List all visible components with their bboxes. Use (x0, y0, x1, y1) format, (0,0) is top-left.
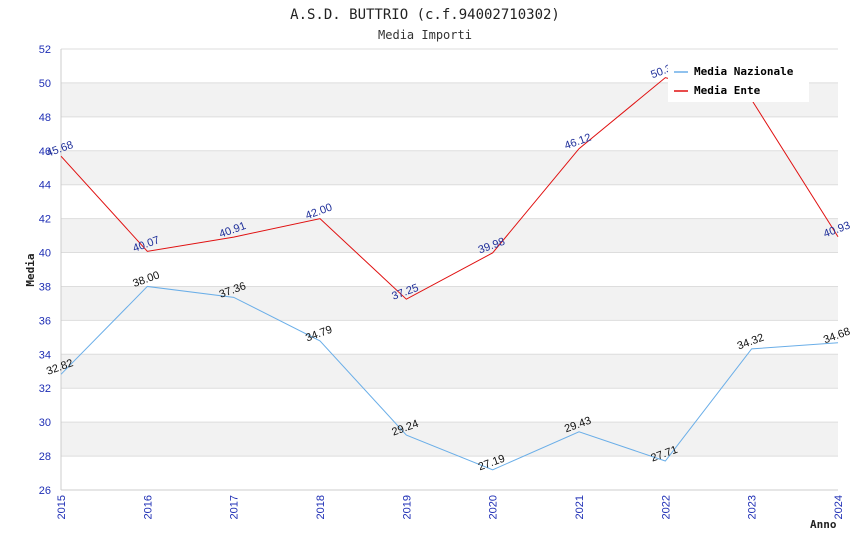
y-tick-label: 26 (39, 485, 51, 497)
grid-band (61, 116, 838, 151)
x-tick-label: 2015 (56, 495, 68, 519)
x-tick-label: 2016 (142, 495, 154, 519)
legend-box (668, 62, 809, 102)
grid-band (61, 218, 838, 253)
chart-subtitle: Media Importi (378, 28, 472, 42)
y-tick-label: 52 (39, 44, 51, 56)
series-line-media-nazionale (60, 285, 839, 471)
y-tick-label: 28 (39, 451, 51, 463)
grid-band (61, 388, 838, 423)
grid-band (61, 252, 838, 287)
grid-band (61, 184, 838, 219)
x-tick-label: 2020 (488, 495, 500, 519)
legend: Media Nazionale Media Ente (668, 62, 809, 102)
x-tick-label: 2022 (660, 495, 672, 519)
grid-band (61, 422, 838, 457)
y-tick-label: 32 (39, 383, 51, 395)
grid-band (61, 150, 838, 185)
x-tick-label: 2018 (315, 495, 327, 519)
grid-band (61, 354, 838, 389)
y-tick-label: 38 (39, 281, 51, 293)
x-tick-label: 2017 (229, 495, 241, 519)
legend-label-media-ente: Media Ente (694, 84, 761, 97)
x-tick-label: 2021 (574, 495, 586, 519)
y-tick-label: 44 (39, 180, 51, 192)
grid-band (61, 456, 838, 490)
x-tick-label: 2024 (833, 495, 845, 519)
legend-label-media-nazionale: Media Nazionale (694, 65, 794, 78)
y-tick-label: 50 (39, 78, 51, 90)
y-tick-label: 40 (39, 248, 51, 260)
grid-band (61, 286, 838, 321)
x-axis-label: Anno (810, 518, 837, 531)
y-tick-label: 34 (39, 349, 51, 361)
grid-band (61, 320, 838, 355)
y-tick-label: 30 (39, 417, 51, 429)
y-tick-label: 42 (39, 214, 51, 226)
grid-bands (60, 48, 838, 491)
y-tick-label: 48 (39, 112, 51, 124)
x-tick-label: 2023 (747, 495, 759, 519)
x-axis-ticks: 2015 2016 2017 2018 2019 2020 2021 2022 2023 2024 (56, 495, 845, 519)
chart-title: A.S.D. BUTTRIO (c.f.94002710302) (290, 7, 560, 23)
y-axis-ticks: 26 28 30 32 34 36 38 40 42 44 46 48 50 52 (39, 44, 51, 497)
y-axis-label: Media (24, 253, 37, 286)
y-tick-label: 46 (39, 146, 51, 158)
x-tick-label: 2019 (401, 495, 413, 519)
y-tick-label: 36 (39, 315, 51, 327)
